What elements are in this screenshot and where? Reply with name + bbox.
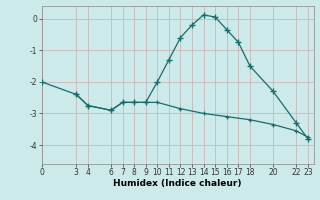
- X-axis label: Humidex (Indice chaleur): Humidex (Indice chaleur): [113, 179, 242, 188]
